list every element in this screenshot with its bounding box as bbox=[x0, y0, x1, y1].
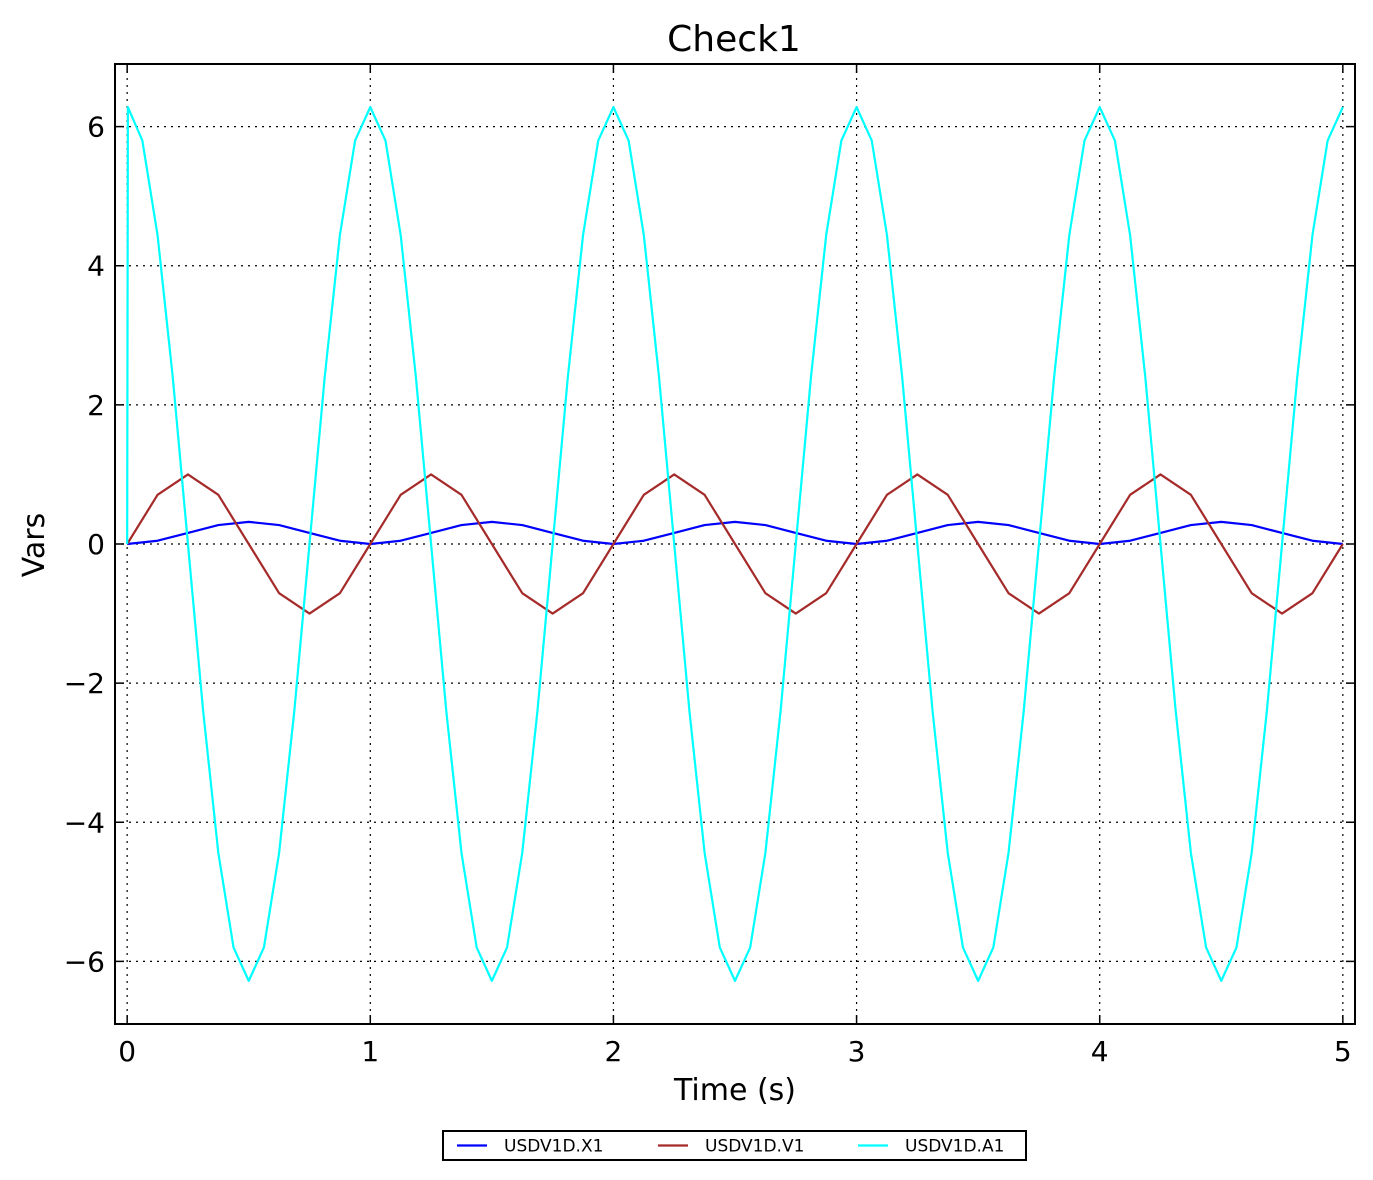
legend-label: USDV1D.X1 bbox=[504, 1137, 603, 1157]
x-tick-label: 1 bbox=[361, 1035, 379, 1068]
x-tick-label: 3 bbox=[848, 1035, 866, 1068]
y-tick-label: −2 bbox=[64, 667, 105, 700]
x-axis-label: Time (s) bbox=[673, 1073, 796, 1108]
y-axis-label: Vars bbox=[17, 513, 52, 578]
x-tick-label: 2 bbox=[605, 1035, 623, 1068]
legend-label: USDV1D.V1 bbox=[705, 1137, 804, 1157]
legend: USDV1D.X1 USDV1D.V1 USDV1D.A1 bbox=[442, 1130, 1027, 1161]
plot-series bbox=[126, 106, 1344, 982]
y-tick-label: 0 bbox=[87, 528, 105, 561]
y-tick-label: 4 bbox=[87, 250, 105, 283]
y-tick-label: −4 bbox=[64, 806, 105, 839]
x-tick-label: 0 bbox=[118, 1035, 136, 1068]
series-line-1 bbox=[126, 473, 1344, 615]
x-tick-label: 5 bbox=[1334, 1035, 1352, 1068]
series-line-0 bbox=[127, 520, 1343, 546]
y-tick-label: −6 bbox=[64, 945, 105, 978]
x-tick-label: 4 bbox=[1091, 1035, 1109, 1068]
grid-lines bbox=[115, 64, 1355, 1024]
y-tick-label: 6 bbox=[87, 111, 105, 144]
series-line-2 bbox=[126, 106, 1344, 982]
legend-label: USDV1D.A1 bbox=[905, 1137, 1004, 1157]
legend-box bbox=[442, 1130, 1027, 1161]
chart-title: Check1 bbox=[667, 19, 801, 60]
y-tick-label: 2 bbox=[87, 389, 105, 422]
axis-ticks: 0 1 2 3 4 5 −6 −4 −2 0 2 4 6 bbox=[64, 64, 1355, 1068]
